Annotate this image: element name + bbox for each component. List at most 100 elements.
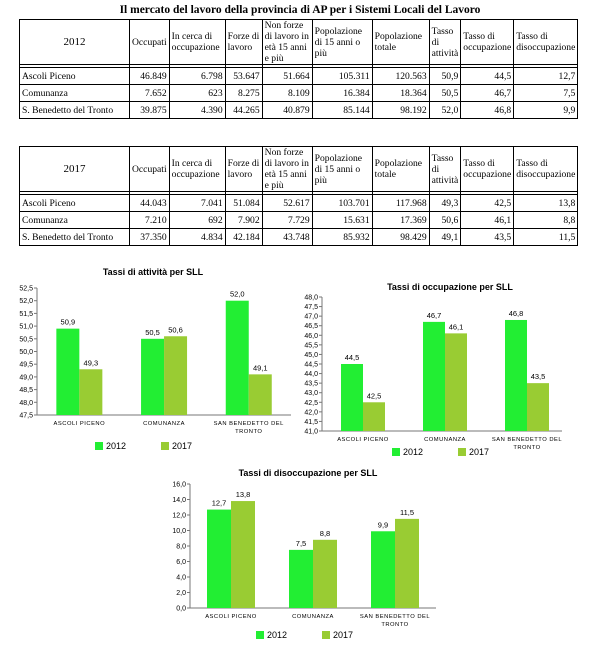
bar-2012: [225, 300, 249, 415]
data-label: 46,8: [509, 309, 524, 318]
row-name: S. Benedetto del Tronto: [19, 228, 130, 246]
header-cell: In cerca di occupazione: [168, 146, 226, 192]
cell: 4.390: [168, 101, 226, 119]
y-tick-label: 12,0: [172, 513, 186, 520]
y-tick-label: 46,0: [304, 333, 318, 340]
data-label: 50,6: [168, 325, 183, 334]
cell: 15.631: [311, 211, 373, 229]
chart-title: Tassi di disoccupazione per SLL: [239, 468, 378, 478]
cell: 42,5: [460, 194, 515, 212]
header-cell: Popolazione totale: [371, 19, 430, 65]
y-tick-label: 6,0: [176, 559, 186, 566]
header-cell: Tasso di attività: [428, 146, 462, 192]
cell: 50,5: [428, 84, 462, 102]
header-cell: Non forze di lavoro in età 15 anni e più: [261, 19, 313, 65]
header-cell: Occupati: [129, 146, 170, 192]
cell: 46.849: [129, 67, 170, 85]
table-row: Comunanza 7.652 623 8.275 8.109 16.384 1…: [19, 84, 579, 102]
header-cell: Forze di lavoro: [224, 19, 263, 65]
table-row: S. Benedetto del Tronto 37.350 4.834 42.…: [19, 228, 579, 246]
table-2017: 2017 Occupati In cerca di occupazione Fo…: [19, 146, 579, 246]
header-cell: Tasso di occupazione: [460, 146, 515, 192]
data-label: 52,0: [230, 290, 245, 299]
bar-2017: [313, 539, 337, 608]
x-tick-label: SAN BENEDETTO DEL: [214, 421, 285, 427]
legend-swatch-2012: [256, 631, 264, 639]
cell: 50,6: [428, 211, 462, 229]
row-name: Ascoli Piceno: [19, 67, 130, 85]
cell: 52,0: [428, 101, 462, 119]
table-year: 2017: [19, 146, 130, 192]
y-tick-label: 47,5: [304, 304, 318, 311]
bar-2017: [231, 501, 255, 608]
x-tick-label: COMUNANZA: [292, 614, 334, 620]
cell: 7.902: [224, 211, 263, 229]
y-tick-label: 51,0: [19, 324, 33, 331]
x-tick-label: SAN BENEDETTO DEL: [492, 437, 563, 443]
y-tick-label: 14,0: [172, 497, 186, 504]
y-tick-label: 41,5: [304, 419, 318, 426]
legend-swatch-2012: [392, 448, 400, 456]
row-name: S. Benedetto del Tronto: [19, 101, 130, 119]
y-tick-label: 52,5: [19, 286, 33, 293]
cell: 8,8: [513, 211, 579, 229]
cell: 43.748: [261, 228, 313, 246]
cell: 7.652: [129, 84, 170, 102]
y-tick-label: 48,0: [19, 400, 33, 407]
legend-label: 2012: [403, 447, 423, 457]
y-tick-label: 47,0: [304, 314, 318, 321]
x-tick-label: ASCOLI PICENO: [205, 614, 257, 620]
y-tick-label: 43,5: [304, 381, 318, 388]
table-row: Ascoli Piceno 44.043 7.041 51.084 52.617…: [19, 194, 579, 212]
y-tick-label: 10,0: [172, 528, 186, 535]
y-tick-label: 50,5: [19, 336, 33, 343]
x-tick-label: ASCOLI PICENO: [337, 437, 389, 443]
cell: 52.617: [261, 194, 313, 212]
y-tick-label: 51,5: [19, 311, 33, 318]
header-cell: Tasso di occupazione: [460, 19, 515, 65]
y-tick-label: 8,0: [176, 544, 186, 551]
legend-label: 2017: [333, 630, 353, 640]
cell: 44.265: [224, 101, 263, 119]
y-tick-label: 2,0: [176, 590, 186, 597]
y-tick-label: 45,5: [304, 342, 318, 349]
cell: 105.311: [311, 67, 373, 85]
table-row: S. Benedetto del Tronto 39.875 4.390 44.…: [19, 101, 579, 119]
cell: 8.275: [224, 84, 263, 102]
cell: 51.084: [224, 194, 263, 212]
data-label: 50,9: [61, 318, 76, 327]
header-cell: Tasso di disoccupazione: [513, 19, 579, 65]
cell: 7,5: [513, 84, 579, 102]
table-row: Comunanza 7.210 692 7.902 7.729 15.631 1…: [19, 211, 579, 229]
bar-2012: [371, 531, 395, 608]
cell: 9,9: [513, 101, 579, 119]
y-tick-label: 46,5: [304, 323, 318, 330]
bar-2017: [248, 374, 272, 415]
table-year: 2012: [19, 19, 130, 65]
cell: 49,1: [428, 228, 462, 246]
legend-swatch-2017: [161, 442, 169, 450]
cell: 18.364: [371, 84, 430, 102]
y-tick-label: 44,0: [304, 371, 318, 378]
cell: 85.144: [311, 101, 373, 119]
chart-tassi-disoccupazione: Tassi di disoccupazione per SLL 0,0 2,0 4,0…: [172, 468, 436, 640]
chart-title: Tassi di occupazione per SLL: [387, 282, 513, 292]
data-label: 50,5: [145, 328, 160, 337]
data-label: 12,7: [212, 499, 227, 508]
legend-swatch-2012: [95, 442, 103, 450]
cell: 4.834: [168, 228, 226, 246]
y-tick-label: 44,5: [304, 362, 318, 369]
bar-2017: [445, 333, 467, 431]
data-label: 49,1: [253, 363, 268, 372]
cell: 40.879: [261, 101, 313, 119]
header-cell: In cerca di occupazione: [168, 19, 226, 65]
bar-2017: [164, 336, 188, 415]
data-label: 43,5: [531, 372, 546, 381]
cell: 11,5: [513, 228, 579, 246]
bar-2017: [527, 383, 549, 431]
header-cell: Popolazione di 15 anni o più: [311, 19, 373, 65]
y-tick-label: 45,0: [304, 352, 318, 359]
bar-2012: [56, 328, 80, 415]
cell: 8.109: [261, 84, 313, 102]
legend-swatch-2017: [322, 631, 330, 639]
